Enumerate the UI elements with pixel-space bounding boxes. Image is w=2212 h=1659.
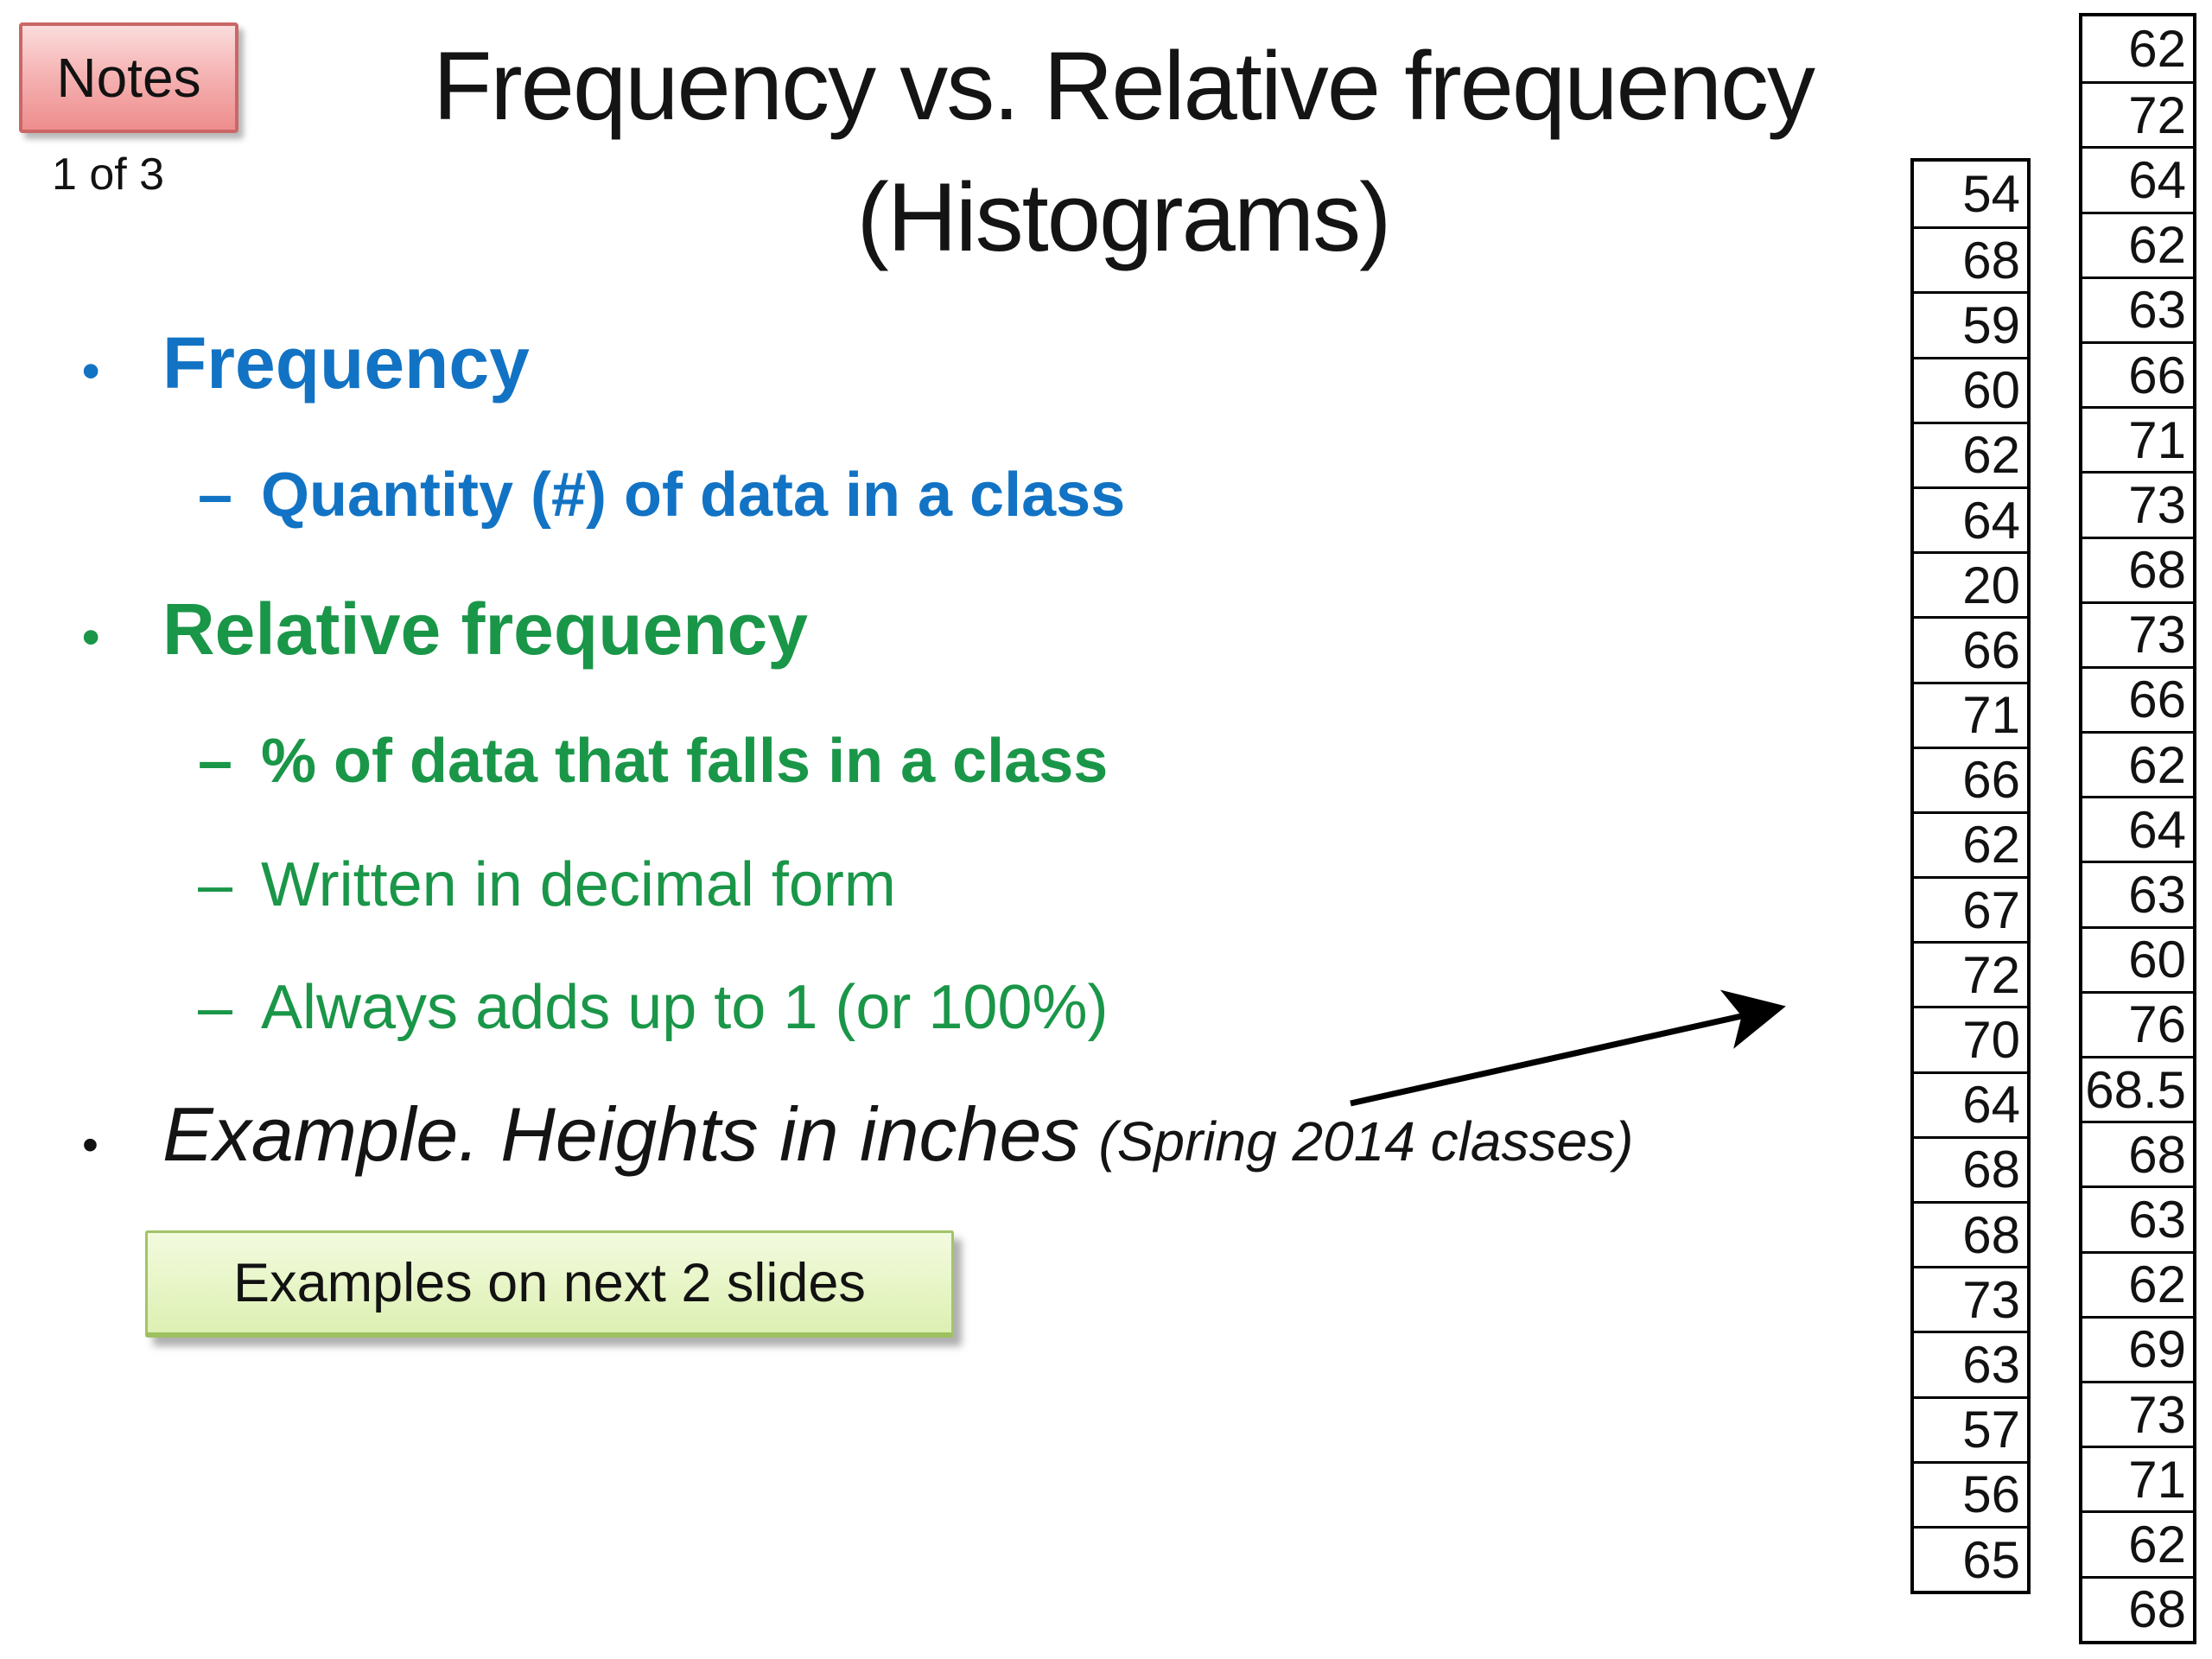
table-cell: 76 [2082,990,2193,1056]
examples-callout-label: Examples on next 2 slides [233,1252,866,1313]
bullet-frequency-label: Frequency [162,322,530,404]
slide-title: Frequency vs. Relative frequency (Histog… [276,21,1970,284]
table-cell: 63 [1914,1331,2027,1395]
table-cell: 68 [2082,536,2193,601]
table-cell: 20 [1914,551,2027,616]
bullet-relative-def-percent: – % of data that falls in a class [198,726,1108,797]
table-cell: 73 [1914,1266,2027,1331]
table-cell: 62 [1914,421,2027,486]
dash-marker-icon: – [198,973,233,1042]
table-cell: 60 [2082,925,2193,991]
dash-marker-icon: – [198,850,233,919]
bullet-example-suffix: (Spring 2014 classes) [1098,1110,1634,1173]
table-cell: 70 [1914,1006,2027,1071]
table-cell: 64 [1914,486,2027,551]
table-cell: 66 [2082,340,2193,406]
table-cell: 68.5 [2082,1056,2193,1121]
bullet-relative-frequency-label: Relative frequency [162,588,808,670]
table-cell: 64 [2082,796,2193,861]
bullet-relative-frequency: • Relative frequency [82,588,808,671]
dash-marker-icon: – [198,461,233,530]
bullet-example-label: Example. Heights in inches [162,1091,1080,1177]
table-cell: 73 [2082,601,2193,666]
table-cell: 60 [1914,356,2027,422]
table-cell: 73 [2082,471,2193,536]
bullet-relative-def-sum: – Always adds up to 1 (or 100%) [198,972,1109,1043]
table-cell: 68 [1914,1201,2027,1266]
table-cell: 67 [1914,876,2027,941]
bullet-dot-icon: • [82,1119,99,1171]
table-cell: 62 [2128,20,2186,79]
page-indicator: 1 of 3 [52,149,165,200]
table-cell: 68 [1914,1135,2027,1201]
bullet-frequency: • Frequency [82,321,530,405]
table-cell: 68 [2082,1575,2193,1641]
heights-table-left: 54 68 59 60 62 64 20 66 71 66 62 67 72 70 64 68 68 73 63 57… [1910,158,2031,1595]
arrow-icon [1350,989,1786,1107]
table-cell: 62 [2082,1250,2193,1316]
table-cell: 62 [2082,1510,2193,1575]
notes-badge: Notes [19,22,238,133]
bullet-frequency-definition: – Quantity (#) of data in a class [198,460,1125,531]
table-cell: 57 [1914,1395,2027,1461]
table-cell: 65 [1914,1525,2027,1591]
table-cell: 66 [1914,616,2027,681]
bullet-relative-def-decimal-label: Written in decimal form [261,850,896,919]
table-cell: 64 [1914,1071,2027,1136]
bullet-relative-def-sum-label: Always adds up to 1 (or 100%) [261,973,1109,1042]
table-cell: 72 [2082,81,2193,146]
examples-callout: Examples on next 2 slides [145,1230,954,1338]
table-cell: 62 [2082,731,2193,796]
table-cell: 63 [2082,861,2193,925]
heights-table-right: 62 72 64 62 63 66 71 73 68 73 66 62 64 63 60 76 68.5 68 63… [2079,13,2196,1644]
slide-title-line-2: (Histograms) [856,163,1392,272]
table-cell: 63 [2082,276,2193,341]
table-cell: 56 [1914,1460,2027,1526]
slide-title-line-1: Frequency vs. Relative frequency [432,32,1815,140]
table-cell: 64 [2082,146,2193,211]
table-cell: 72 [1914,941,2027,1006]
dash-marker-icon: – [198,727,233,796]
table-cell: 62 [2082,211,2193,276]
table-cell: 71 [1914,681,2027,747]
table-cell: 63 [2082,1185,2193,1250]
table-cell: 71 [2082,1446,2193,1510]
table-cell: 66 [2082,665,2193,731]
table-cell: 59 [1914,291,2027,356]
bullet-frequency-definition-label: Quantity (#) of data in a class [261,461,1126,530]
table-cell: 73 [2082,1380,2193,1446]
table-cell: 54 [1962,165,2020,224]
table-cell: 68 [2082,1121,2193,1185]
bullet-dot-icon: • [82,343,100,399]
bullet-dot-icon: • [82,609,100,665]
table-cell: 68 [1914,226,2027,291]
table-cell: 69 [2082,1315,2193,1381]
table-cell: 66 [1914,746,2027,811]
notes-badge-label: Notes [56,47,201,109]
table-cell: 71 [2082,406,2193,471]
bullet-relative-def-percent-label: % of data that falls in a class [261,727,1109,796]
bullet-relative-def-decimal: – Written in decimal form [198,849,896,920]
bullet-example: • Example. Heights in inches (Spring 201… [82,1090,1633,1179]
table-cell: 62 [1914,810,2027,876]
